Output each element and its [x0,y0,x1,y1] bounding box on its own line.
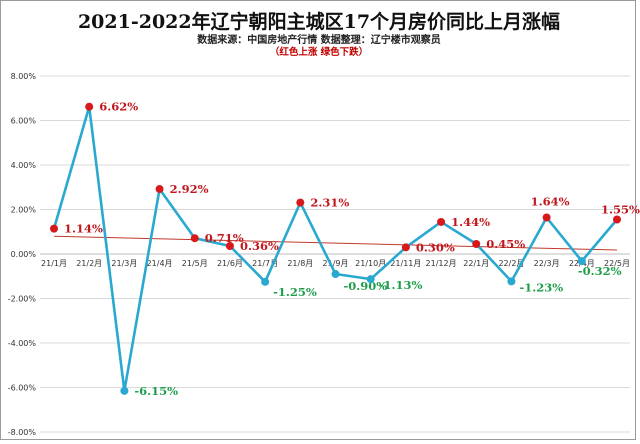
x-tick-label: 21/5月 [182,259,208,268]
data-point [401,243,410,252]
data-point [366,275,375,284]
data-point [50,224,58,233]
x-tick-label: 21/1月 [41,259,67,268]
trendline [53,235,618,251]
data-label: -0.90% [344,279,388,293]
data-point [437,217,446,226]
x-tick-label: 21/12月 [426,259,457,268]
data-label: -6.15% [134,384,178,398]
x-tick-label: 21/4月 [147,259,173,268]
x-tick-label: 21/6月 [217,259,243,268]
y-tick-label: 4.00% [11,161,37,170]
data-label: -0.32% [578,264,622,278]
x-tick-label: 21/2月 [76,259,102,268]
y-tick-label: -4.00% [8,339,37,348]
x-tick-label: 21/3月 [111,259,137,268]
chart-title: 2021-2022年辽宁朝阳主城区17个月房价同比上月涨幅 [77,11,561,33]
data-label: 2.92% [170,182,209,196]
y-tick-label: -2.00% [8,295,37,304]
data-point [225,241,234,250]
x-tick-label: 22/5月 [604,259,630,268]
chart-color-note: （红色上涨 绿色下跌） [269,47,369,58]
data-label: 0.30% [416,240,455,254]
y-tick-label: 6.00% [11,117,37,126]
x-tick-label: 22/2月 [498,259,524,268]
data-label: 0.45% [486,237,525,251]
chart-subtitle: 数据来源：中国房地产行情 数据整理：辽宁楼市观察员 [197,35,441,46]
x-tick-label: 21/7月 [252,259,278,268]
data-label: -1.13% [379,278,423,292]
data-point [190,234,199,243]
data-label: 1.64% [531,195,570,209]
y-tick-label: -6.00% [8,384,37,393]
data-label: 0.36% [240,239,279,253]
data-label: 6.62% [99,100,138,114]
data-label: 2.31% [310,196,349,210]
y-tick-label: 8.00% [11,72,37,81]
x-tick-label: 21/8月 [287,259,313,268]
y-tick-label: -8.00% [8,428,37,437]
x-tick-label: 21/11月 [390,259,421,268]
data-point [507,277,516,286]
data-label: 1.55% [601,203,640,217]
data-label: -1.23% [519,280,563,294]
series-line [52,105,618,393]
data-label: 1.14% [64,222,103,236]
data-point [331,270,340,279]
y-tick-label: 2.00% [11,206,37,215]
data-point [472,239,481,248]
x-tick-label: 21/9月 [323,259,349,268]
data-point [120,386,129,395]
data-label: 1.44% [451,215,490,229]
data-label: -1.25% [273,285,317,299]
data-point [261,277,270,286]
y-tick-label: 0.00% [11,250,37,259]
data-point [613,215,621,224]
data-point [296,198,305,207]
data-label: 0.71% [205,231,244,245]
data-point [85,102,94,111]
x-tick-label: 21/10月 [355,259,386,268]
data-point [542,213,551,222]
data-point [155,185,164,194]
x-tick-label: 22/1月 [463,259,489,268]
data-point [577,257,586,266]
x-tick-label: 22/3月 [534,259,560,268]
